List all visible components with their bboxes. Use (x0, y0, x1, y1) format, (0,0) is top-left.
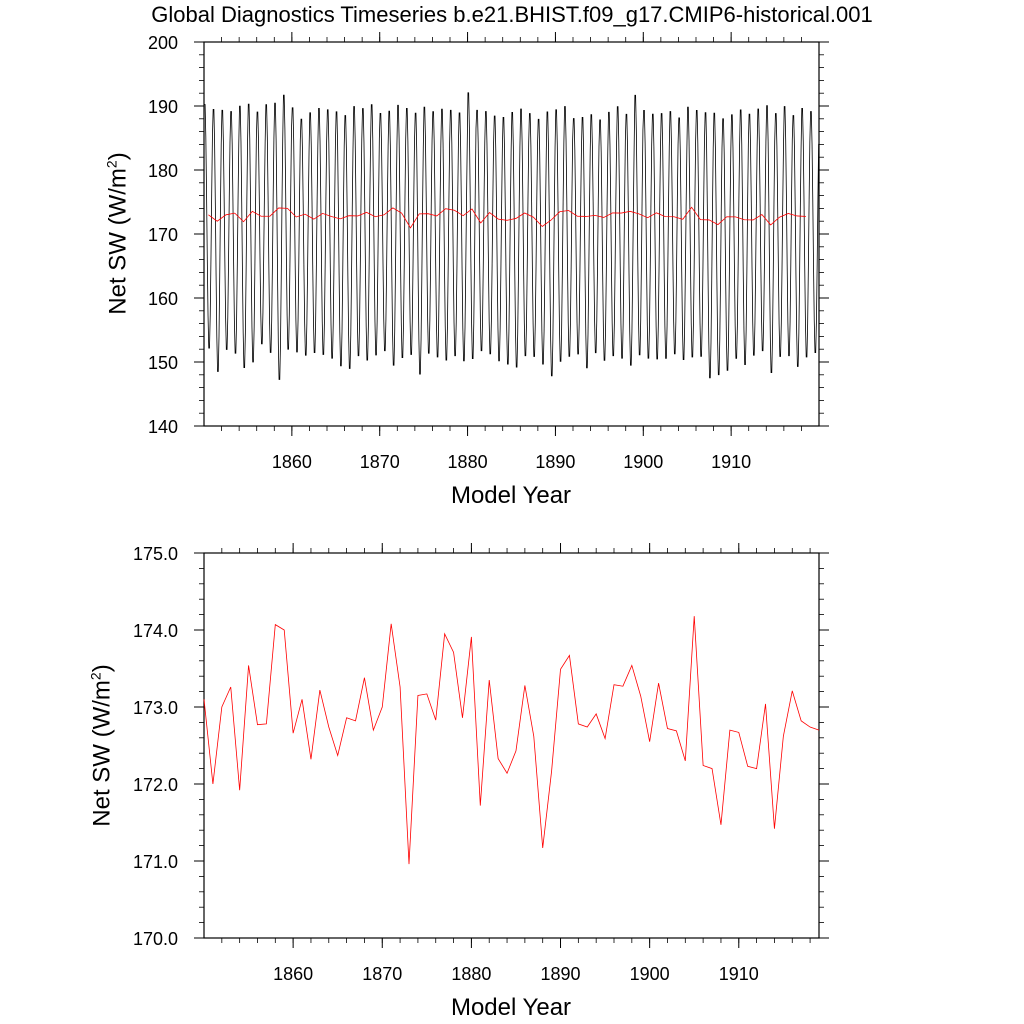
bottom-x-tick-label: 1880 (451, 964, 491, 984)
bottom-x-tick-label: 1900 (630, 964, 670, 984)
top-y-tick-label: 180 (148, 161, 178, 181)
bottom-y-axis-label-superscript: 2 (87, 672, 104, 681)
top-series-annual-line (208, 206, 806, 229)
bottom-y-axis-label-text: Net SW (W/m (88, 680, 116, 827)
top-y-axis-label-superscript: 2 (103, 160, 120, 169)
bottom-y-tick-label: 174.0 (133, 621, 178, 641)
top-x-tick-label: 1860 (272, 452, 312, 472)
top-x-tick-label: 1890 (535, 452, 575, 472)
bottom-y-axis-label-close: ) (88, 664, 116, 673)
bottom-y-tick-label: 175.0 (133, 544, 178, 564)
bottom-x-axis-label: Model Year (450, 994, 572, 1021)
bottom-plot-frame (203, 552, 820, 939)
top-x-tick-label: 1870 (360, 452, 400, 472)
bottom-series-annual-line (203, 616, 820, 865)
top-y-tick-label: 170 (148, 225, 178, 245)
bottom-y-tick-label: 172.0 (133, 775, 178, 795)
top-y-axis-label-text: Net SW (W/m (104, 168, 132, 315)
top-series-monthly-line (204, 92, 820, 380)
top-x-tick-label: 1900 (623, 452, 663, 472)
top-y-axis-label: Net SW (W/m2) (104, 134, 133, 334)
bottom-x-tick-label: 1870 (362, 964, 402, 984)
top-x-tick-label: 1910 (711, 452, 751, 472)
bottom-y-tick-label: 173.0 (133, 698, 178, 718)
bottom-y-axis-label: Net SW (W/m2) (88, 646, 117, 846)
top-y-tick-label: 140 (148, 417, 178, 437)
top-x-tick-label: 1880 (448, 452, 488, 472)
bottom-x-tick-label: 1890 (540, 964, 580, 984)
top-x-axis-label: Model Year (450, 482, 572, 509)
top-y-tick-label: 160 (148, 289, 178, 309)
bottom-x-tick-label: 1860 (273, 964, 313, 984)
top-y-axis-label-close: ) (104, 152, 132, 161)
bottom-y-tick-label: 170.0 (133, 929, 178, 949)
top-y-tick-label: 190 (148, 97, 178, 117)
top-y-tick-label: 150 (148, 353, 178, 373)
bottom-y-tick-label: 171.0 (133, 852, 178, 872)
top-y-tick-label: 200 (148, 33, 178, 53)
bottom-x-tick-label: 1910 (719, 964, 759, 984)
figure-title: Global Diagnostics Timeseries b.e21.BHIS… (151, 2, 873, 27)
